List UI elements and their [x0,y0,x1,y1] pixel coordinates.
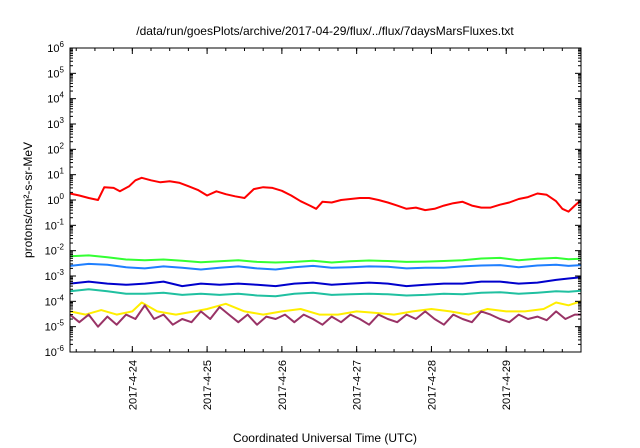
series-line-2 [69,254,582,264]
y-tick-label: 10-6 [45,344,65,359]
series-line-7 [69,304,581,328]
y-axis-label: protons/cm²-s-sr-MeV [21,142,35,258]
y-tick-label: 10-1 [45,217,65,232]
chart-title: /data/run/goesPlots/archive/2017-04-29/f… [136,24,514,38]
series-layer [69,176,582,328]
x-axis-label: Coordinated Universal Time (UTC) [233,431,417,445]
series-line-1 [69,176,582,213]
y-tick-label: 105 [47,65,64,80]
y-tick-label: 102 [47,141,64,156]
y-tick-label: 103 [47,116,64,131]
y-tick-label: 10-5 [45,319,65,334]
y-tick-label: 10-4 [45,293,65,308]
x-axis: 2017-4-24 2017-4-25 2017-4-26 2017-4-27 2017… [75,48,563,410]
x-tick-label: 2017-4-27 [352,360,364,410]
series-line-4 [69,276,582,288]
y-tick-label: 101 [47,167,64,182]
y-tick-label: 100 [47,192,64,207]
y-tick-label: 106 [47,40,64,55]
series-line-3 [69,262,582,271]
x-tick-label: 2017-4-26 [277,360,289,410]
x-tick-label: 2017-4-24 [127,360,139,410]
x-tick-label: 2017-4-29 [501,360,513,410]
y-tick-label: 104 [47,91,64,106]
y-tick-label: 10-2 [45,243,65,258]
series-line-6 [69,300,582,316]
series-line-5 [69,288,582,298]
y-tick-label: 10-3 [45,268,65,283]
x-tick-label: 2017-4-25 [202,360,214,410]
x-tick-label: 2017-4-28 [426,360,438,410]
